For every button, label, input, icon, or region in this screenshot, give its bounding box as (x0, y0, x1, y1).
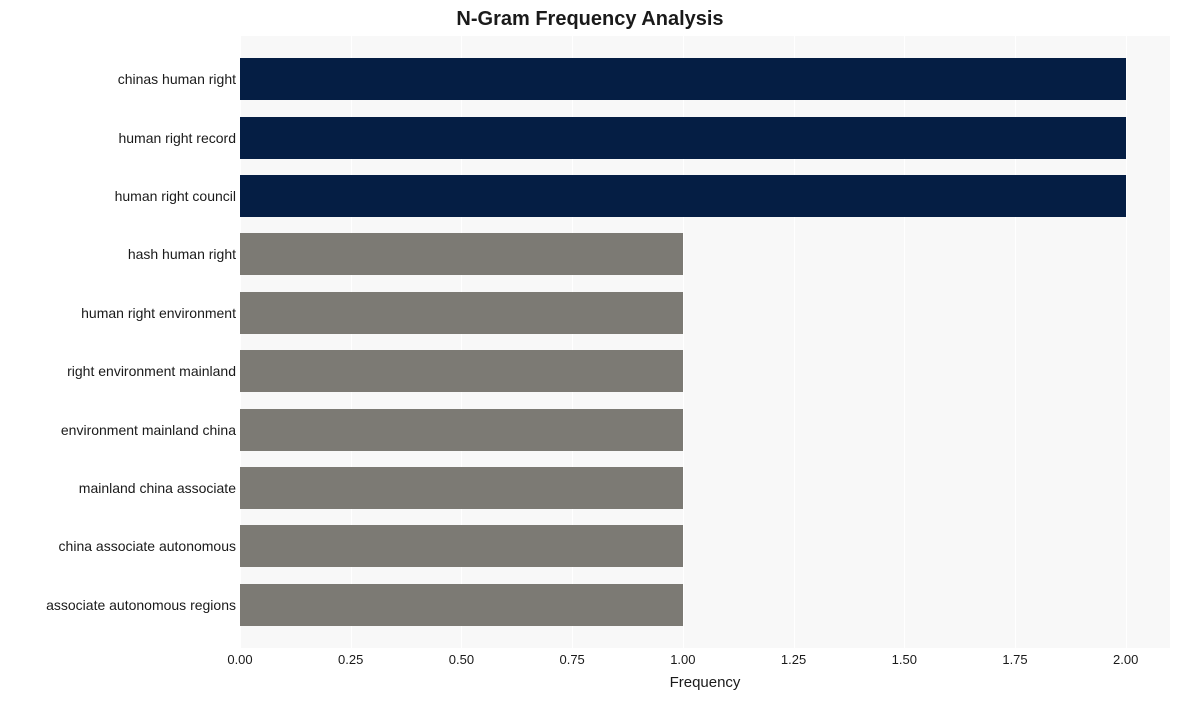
bar (240, 175, 1126, 217)
bar (240, 292, 683, 334)
y-tick-label: human right record (118, 130, 236, 146)
y-tick-label: china associate autonomous (59, 538, 236, 554)
bar-row (240, 517, 1170, 575)
x-tick-label: 1.25 (781, 652, 806, 667)
bar-row (240, 342, 1170, 400)
y-tick-label: mainland china associate (79, 480, 236, 496)
bar-row (240, 459, 1170, 517)
x-tick-label: 1.50 (892, 652, 917, 667)
bar (240, 525, 683, 567)
bar-row (240, 108, 1170, 166)
x-axis-title: Frequency (240, 674, 1170, 691)
bar (240, 117, 1126, 159)
x-tick-label: 1.75 (1002, 652, 1027, 667)
x-tick-label: 2.00 (1113, 652, 1138, 667)
y-tick-label: hash human right (128, 246, 236, 262)
bar (240, 467, 683, 509)
bar-rows (240, 36, 1170, 648)
bar (240, 350, 683, 392)
x-tick-label: 0.00 (227, 652, 252, 667)
bar (240, 409, 683, 451)
bar-row (240, 50, 1170, 108)
plot-area (240, 36, 1170, 648)
bar-row (240, 400, 1170, 458)
y-tick-label: right environment mainland (67, 363, 236, 379)
y-tick-label: environment mainland china (61, 422, 236, 438)
bar-row (240, 225, 1170, 283)
x-tick-label: 0.75 (559, 652, 584, 667)
x-tick-label: 0.50 (449, 652, 474, 667)
y-tick-label: chinas human right (118, 71, 236, 87)
y-tick-label: human right council (115, 188, 236, 204)
bar-row (240, 167, 1170, 225)
y-tick-label: associate autonomous regions (46, 597, 236, 613)
y-tick-label: human right environment (81, 305, 236, 321)
x-tick-label: 1.00 (670, 652, 695, 667)
chart-title: N-Gram Frequency Analysis (0, 8, 1180, 31)
x-axis-ticks: 0.000.250.500.751.001.251.501.752.00 (240, 652, 1170, 672)
bar (240, 233, 683, 275)
bar-row (240, 284, 1170, 342)
bar (240, 58, 1126, 100)
x-tick-label: 0.25 (338, 652, 363, 667)
bar-row (240, 576, 1170, 634)
bar (240, 584, 683, 626)
ngram-chart: N-Gram Frequency Analysis chinas human r… (0, 0, 1180, 701)
